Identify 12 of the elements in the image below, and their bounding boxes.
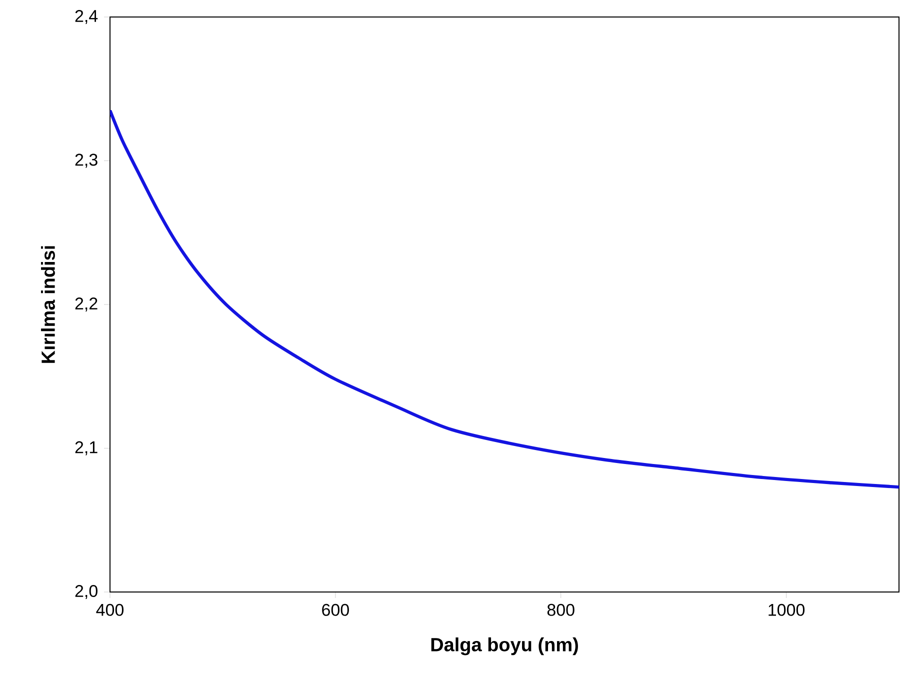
y-tick-label: 2,1 bbox=[75, 441, 98, 456]
line-series bbox=[110, 108, 900, 489]
x-tick-label: 800 bbox=[547, 604, 574, 616]
y-tick-label: 2,3 bbox=[75, 154, 98, 168]
x-tick-label: 1000 bbox=[768, 604, 805, 616]
x-tick-label: 600 bbox=[322, 604, 349, 616]
y-tick-label: 2,2 bbox=[75, 297, 98, 312]
x-tick-label: 400 bbox=[96, 604, 124, 616]
y-tick-label: 2,4 bbox=[75, 10, 98, 24]
y-tick-label: 2,0 bbox=[75, 584, 98, 600]
x-axis-title: Dalga boyu (nm) bbox=[431, 637, 578, 656]
y-axis-title: Kırılma indisi bbox=[41, 246, 55, 363]
